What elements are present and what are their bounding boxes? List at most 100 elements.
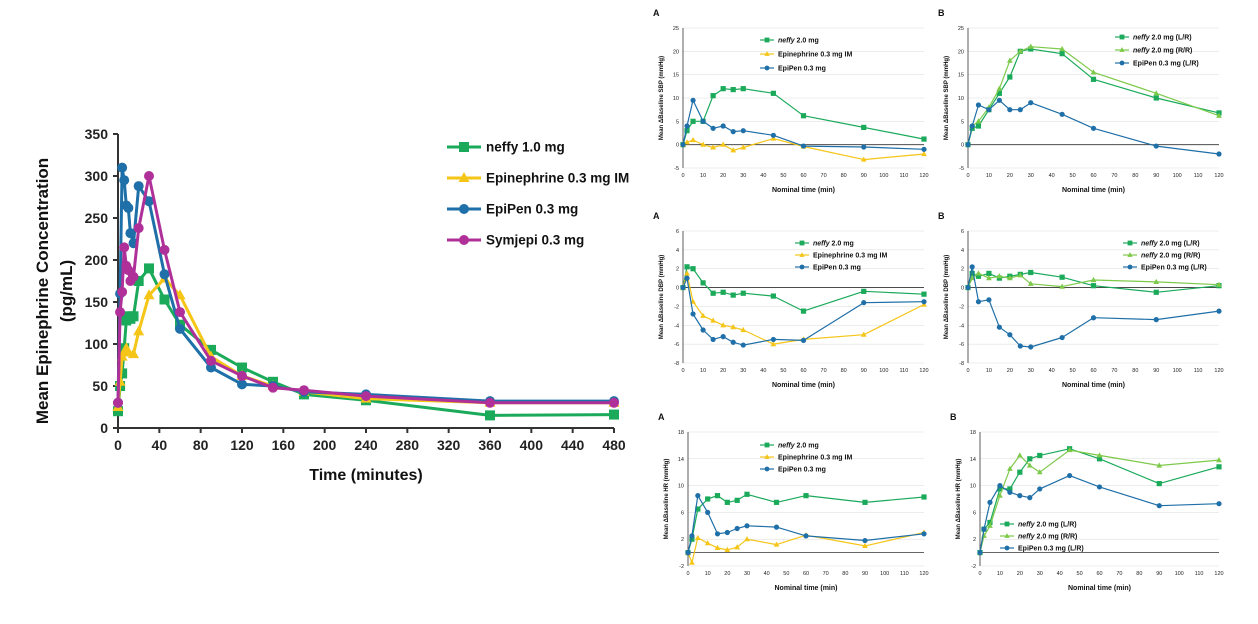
data-point (969, 123, 975, 129)
data-point (695, 506, 701, 512)
x-tick-label: 10 (705, 571, 711, 577)
data-point (800, 143, 807, 149)
data-point (724, 529, 730, 536)
data-point (861, 144, 867, 150)
data-point (1007, 74, 1013, 80)
data-point (159, 244, 170, 255)
data-point (720, 123, 726, 129)
data-point (1059, 274, 1065, 280)
legend-label: EpiPen 0.3 mg (L/R) (1018, 545, 1084, 552)
legend-item: neffy 2.0 mg (760, 37, 819, 44)
series-line (979, 448, 1220, 553)
data-point (1216, 308, 1222, 314)
x-tick-label: 30 (740, 173, 746, 179)
legend-item: neffy 2.0 mg (R/R) (1123, 252, 1200, 259)
data-point (1153, 95, 1159, 101)
data-point (690, 97, 696, 103)
data-point (720, 334, 726, 340)
data-point (986, 270, 992, 277)
data-point (740, 144, 747, 150)
series-line (967, 99, 1220, 155)
x-tick-label: 320 (437, 437, 461, 453)
y-tick-label: -2 (971, 564, 976, 570)
x-tick-label: 70 (821, 368, 827, 374)
y-tick-label: 5 (961, 119, 964, 125)
chart-hrA: -2 2 6 10 14 18 0 10 20 30 40 50 60 70 80 90 100 110 120 No… (658, 412, 929, 592)
data-point (1028, 269, 1034, 276)
data-point (1066, 446, 1073, 453)
legend-label: neffy 2.0 mg (L/R) (1141, 240, 1200, 247)
data-point (700, 312, 706, 318)
legend: neffy 1.0 mg Epinephrine 0.3 mg IM EpiPen … (447, 140, 629, 248)
series-epipen-0-3-mg-l-r (965, 97, 1222, 157)
legend-item: EpiPen 0.3 mg (760, 65, 826, 72)
data-point (123, 202, 134, 213)
x-tick-label: 120 (919, 571, 928, 577)
legend-swatch-marker (459, 235, 469, 245)
series-neffy-2-0-mg (685, 491, 927, 556)
legend-swatch-marker (459, 142, 469, 152)
x-tick-label: 90 (861, 368, 867, 374)
data-point (133, 223, 144, 234)
data-point (803, 533, 809, 539)
data-point (770, 135, 777, 141)
x-tick-label: 120 (919, 368, 928, 374)
data-point (684, 275, 690, 281)
y-tick-label: 6 (681, 510, 684, 516)
x-tick-label: 120 (1214, 173, 1223, 179)
data-point (969, 270, 975, 277)
data-point (689, 559, 695, 565)
data-point (1090, 125, 1097, 131)
y-axis-label: Mean ΔBaseline SBP (mmHg) (659, 56, 665, 140)
data-point (770, 341, 777, 347)
panel-label: B (950, 412, 957, 422)
series-symjepi-0-3-mg (113, 171, 619, 408)
x-tick-label: 40 (1049, 173, 1055, 179)
data-point (1059, 334, 1065, 341)
series-neffy-2-0-mg-r-r (977, 446, 1222, 555)
x-tick-label: 0 (686, 571, 689, 577)
data-point (986, 107, 992, 113)
x-tick-label: 120 (919, 173, 928, 179)
x-tick-label: 60 (1090, 368, 1096, 374)
y-tick-label: 14 (678, 457, 684, 463)
data-point (773, 524, 780, 530)
x-tick-label: 0 (966, 173, 969, 179)
x-tick-label: 280 (396, 437, 420, 453)
x-tick-label: 40 (1049, 368, 1055, 374)
x-axis-label: Time (minutes) (309, 467, 423, 484)
data-point (690, 118, 696, 124)
data-point (724, 499, 730, 505)
y-tick-label: 25 (958, 26, 964, 32)
y-tick-label: 50 (92, 378, 108, 394)
data-point (1026, 462, 1033, 468)
data-point (694, 534, 701, 540)
data-point (268, 382, 278, 393)
x-tick-label: 60 (800, 368, 806, 374)
legend-item: Epinephrine 0.3 mg IM (795, 252, 887, 259)
data-point (1017, 469, 1023, 475)
data-point (773, 541, 780, 547)
y-tick-label: 4 (961, 248, 964, 254)
data-point (744, 523, 750, 529)
data-point (119, 175, 130, 186)
data-point (740, 86, 746, 92)
data-point (113, 397, 123, 408)
data-point (1153, 90, 1160, 96)
data-point (996, 324, 1002, 330)
x-tick-label: 80 (1132, 173, 1138, 179)
data-point (714, 531, 721, 537)
x-axis-label: Nominal time (min) (1062, 187, 1125, 194)
data-point (237, 370, 247, 381)
legend-swatch-marker (1119, 60, 1125, 66)
x-tick-label: 100 (879, 368, 888, 374)
series-epinephrine-0-3-mg-im (680, 270, 927, 347)
y-tick-label: 0 (676, 286, 679, 292)
x-tick-label: 80 (1136, 571, 1142, 577)
x-tick-label: 50 (780, 368, 786, 374)
x-tick-label: 0 (978, 571, 981, 577)
data-point (770, 132, 776, 138)
legend-swatch-marker (764, 37, 770, 43)
